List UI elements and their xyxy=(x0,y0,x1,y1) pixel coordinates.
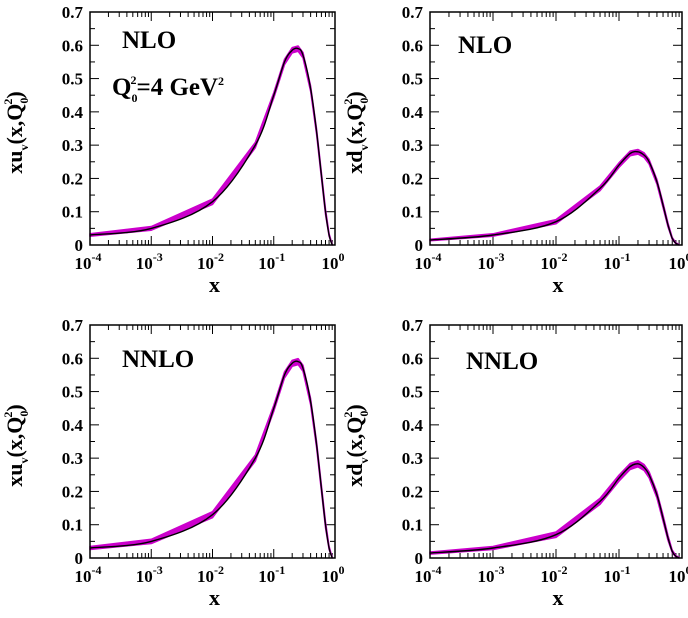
central-value-line xyxy=(429,463,680,559)
y-tick-label: 0.4 xyxy=(62,416,84,435)
y-axis-title: xdv(x,Q02) xyxy=(341,404,371,487)
central-value-line xyxy=(429,150,680,246)
y-tick-label: 0.7 xyxy=(402,316,424,335)
uncertainty-band xyxy=(429,148,680,246)
y-tick-label: 0 xyxy=(75,236,84,255)
x-tick-label: 10-1 xyxy=(258,250,285,273)
x-tick-label: 10-2 xyxy=(541,563,568,586)
x-tick-label: 10-2 xyxy=(197,563,224,586)
y-tick-label: 0.7 xyxy=(402,3,424,22)
y-tick-label: 0.5 xyxy=(402,383,423,402)
y-axis-title: xdv(x,Q02) xyxy=(341,91,371,174)
y-axis-title: xuv(x,Q02) xyxy=(1,91,31,174)
x-tick-label: 10-4 xyxy=(415,250,442,273)
panel-bottom-right: 0 0.1 0.2 0.3 0.4 0.5 0.6 0.7 10-4 10-3 10-2 10-1 10… xyxy=(341,316,688,610)
panel-bottom-left: 0 0.1 0.2 0.3 0.4 0.5 0.6 0.7 10-4 10-3 10-2 10-1 10… xyxy=(1,316,345,610)
x-axis-title: x xyxy=(209,272,220,297)
y-tick-label: 0.3 xyxy=(402,136,423,155)
y-tick-label: 0.6 xyxy=(62,36,83,55)
y-tick-label: 0 xyxy=(415,549,424,568)
order-label: NNLO xyxy=(466,348,538,375)
order-label: NNLO xyxy=(122,346,194,373)
y-axis-title: xuv(x,Q02) xyxy=(1,404,31,487)
y-tick-label: 0 xyxy=(75,549,84,568)
plot-frame xyxy=(429,324,683,559)
x-tick-label: 100 xyxy=(322,250,345,273)
panel-top-left: 0 0.1 0.2 0.3 0.4 0.5 0.6 0.7 10-4 10-3 10-2 10-1 10… xyxy=(1,3,345,297)
order-label: NLO xyxy=(458,32,512,59)
y-tick-label: 0.2 xyxy=(402,482,423,501)
y-tick-label: 0.3 xyxy=(62,449,83,468)
x-tick-label: 10-3 xyxy=(478,250,505,273)
y-tick-label: 0 xyxy=(415,236,424,255)
y-tick-label: 0.3 xyxy=(402,449,423,468)
x-tick-label: 10-4 xyxy=(75,250,102,273)
x-tick-label: 10-3 xyxy=(136,250,163,273)
x-tick-label: 10-3 xyxy=(136,563,163,586)
y-tick-label: 0.4 xyxy=(62,103,84,122)
y-tick-label: 0.1 xyxy=(402,516,423,535)
x-tick-label: 10-1 xyxy=(258,563,285,586)
uncertainty-band xyxy=(429,460,680,559)
y-tick-label: 0.3 xyxy=(62,136,83,155)
y-tick-label: 0.1 xyxy=(62,203,83,222)
scale-label: Q02=4 GeV2 xyxy=(112,73,224,105)
x-tick-label: 10-4 xyxy=(415,563,442,586)
y-tick-label: 0.4 xyxy=(402,416,424,435)
y-tick-label: 0.4 xyxy=(402,103,424,122)
y-tick-label: 0.6 xyxy=(402,36,423,55)
plot-frame xyxy=(89,11,336,246)
y-tick-label: 0.6 xyxy=(62,349,83,368)
y-tick-label: 0.2 xyxy=(62,169,83,188)
x-tick-label: 10-2 xyxy=(541,250,568,273)
x-axis-title: x xyxy=(209,585,220,610)
plot-frame xyxy=(429,11,683,246)
y-tick-label: 0.2 xyxy=(62,482,83,501)
x-tick-label: 10-2 xyxy=(197,250,224,273)
y-tick-label: 0.5 xyxy=(62,70,83,89)
x-tick-label: 10-3 xyxy=(478,563,505,586)
x-axis-title: x xyxy=(553,585,564,610)
x-tick-label: 10-4 xyxy=(75,563,102,586)
y-tick-label: 0.7 xyxy=(62,3,84,22)
plot-frame xyxy=(89,324,336,559)
y-tick-label: 0.5 xyxy=(402,70,423,89)
y-tick-label: 0.7 xyxy=(62,316,84,335)
central-value-line xyxy=(89,47,333,246)
y-tick-label: 0.1 xyxy=(62,516,83,535)
y-tick-label: 0.5 xyxy=(62,383,83,402)
x-tick-label: 10-1 xyxy=(604,563,631,586)
x-tick-label: 100 xyxy=(669,250,688,273)
x-axis-title: x xyxy=(553,272,564,297)
central-value-line xyxy=(89,360,333,559)
panel-top-right: 0 0.1 0.2 0.3 0.4 0.5 0.6 0.7 10-4 10-3 10-2 10-1 10… xyxy=(341,3,688,297)
x-tick-label: 10-1 xyxy=(604,250,631,273)
y-tick-label: 0.2 xyxy=(402,169,423,188)
x-tick-label: 100 xyxy=(322,563,345,586)
y-tick-label: 0.1 xyxy=(402,203,423,222)
y-tick-label: 0.6 xyxy=(402,349,423,368)
x-tick-label: 100 xyxy=(669,563,688,586)
order-label: NLO xyxy=(122,27,176,54)
uncertainty-band xyxy=(89,357,333,559)
